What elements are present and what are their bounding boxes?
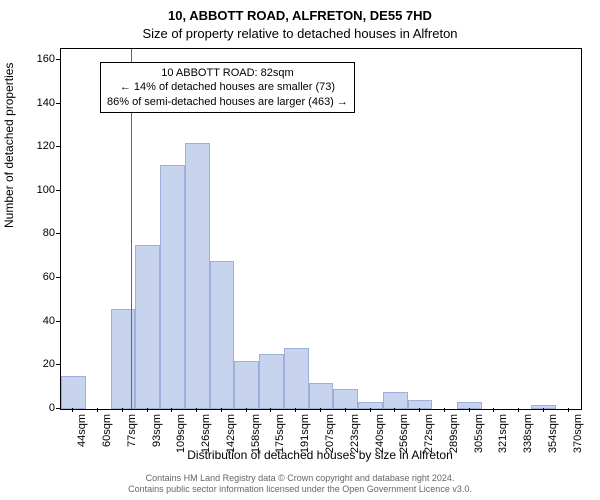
xtick-mark — [444, 408, 445, 412]
ytick-label: 120 — [37, 140, 55, 152]
xtick-mark — [320, 408, 321, 412]
histogram-bar — [531, 405, 556, 409]
xtick-mark — [221, 408, 222, 412]
ytick-label: 20 — [43, 358, 55, 370]
ytick-mark — [56, 321, 60, 322]
histogram-bar — [135, 245, 160, 409]
histogram-bar — [383, 392, 408, 409]
ytick-mark — [56, 103, 60, 104]
ytick-label: 100 — [37, 184, 55, 196]
chart-title-address: 10, ABBOTT ROAD, ALFRETON, DE55 7HD — [0, 8, 600, 23]
ytick-mark — [56, 190, 60, 191]
histogram-bar — [61, 376, 86, 409]
histogram-bar — [333, 389, 358, 409]
chart-title-desc: Size of property relative to detached ho… — [0, 26, 600, 41]
ytick-mark — [56, 408, 60, 409]
ytick-label: 0 — [49, 402, 55, 414]
xtick-mark — [196, 408, 197, 412]
xtick-mark — [419, 408, 420, 412]
xtick-mark — [345, 408, 346, 412]
xtick-mark — [543, 408, 544, 412]
xtick-mark — [568, 408, 569, 412]
xtick-mark — [246, 408, 247, 412]
xtick-mark — [122, 408, 123, 412]
y-axis-label: Number of detached properties — [2, 63, 16, 228]
xtick-mark — [270, 408, 271, 412]
histogram-bar — [358, 402, 383, 409]
histogram-bar — [160, 165, 185, 409]
ytick-label: 80 — [43, 227, 55, 239]
xtick-mark — [469, 408, 470, 412]
xtick-mark — [295, 408, 296, 412]
histogram-bar — [309, 383, 334, 409]
ytick-label: 40 — [43, 315, 55, 327]
xtick-label: 77sqm — [126, 414, 138, 447]
xtick-mark — [370, 408, 371, 412]
histogram-bar — [284, 348, 309, 409]
histogram-bar — [457, 402, 482, 409]
ytick-mark — [56, 233, 60, 234]
xtick-label: 44sqm — [76, 414, 88, 447]
footer-line1: Contains HM Land Registry data © Crown c… — [0, 473, 600, 485]
ytick-label: 140 — [37, 97, 55, 109]
footer-line2: Contains public sector information licen… — [0, 484, 600, 496]
histogram-bar — [185, 143, 210, 409]
ytick-label: 160 — [37, 53, 55, 65]
ytick-mark — [56, 146, 60, 147]
xtick-label: 60sqm — [101, 414, 113, 447]
xtick-mark — [493, 408, 494, 412]
xtick-mark — [518, 408, 519, 412]
xtick-mark — [97, 408, 98, 412]
histogram-bar — [234, 361, 259, 409]
xtick-mark — [72, 408, 73, 412]
histogram-bar — [210, 261, 235, 409]
ytick-label: 60 — [43, 271, 55, 283]
xtick-mark — [394, 408, 395, 412]
x-axis-label: Distribution of detached houses by size … — [60, 448, 580, 462]
histogram-bar — [259, 354, 284, 409]
xtick-mark — [147, 408, 148, 412]
annotation-box: 10 ABBOTT ROAD: 82sqm ← 14% of detached … — [100, 62, 355, 113]
ytick-mark — [56, 364, 60, 365]
xtick-label: 93sqm — [151, 414, 163, 447]
chart-container: 10, ABBOTT ROAD, ALFRETON, DE55 7HD Size… — [0, 0, 600, 500]
xtick-mark — [171, 408, 172, 412]
annotation-line3: 86% of semi-detached houses are larger (… — [107, 95, 348, 109]
ytick-mark — [56, 59, 60, 60]
footer: Contains HM Land Registry data © Crown c… — [0, 473, 600, 496]
ytick-mark — [56, 277, 60, 278]
annotation-line2: ← 14% of detached houses are smaller (73… — [107, 80, 348, 94]
annotation-line1: 10 ABBOTT ROAD: 82sqm — [107, 66, 348, 80]
